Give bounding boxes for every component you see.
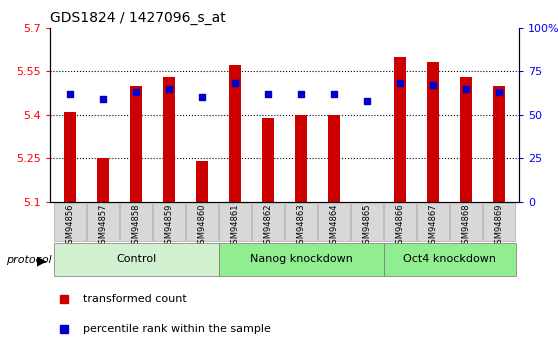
- FancyBboxPatch shape: [120, 203, 152, 241]
- Text: Control: Control: [116, 254, 156, 264]
- Point: [65, 91, 74, 97]
- Point: [230, 81, 239, 86]
- FancyBboxPatch shape: [186, 203, 218, 241]
- Point: [99, 96, 108, 102]
- FancyBboxPatch shape: [54, 243, 219, 276]
- Text: GSM94865: GSM94865: [363, 204, 372, 249]
- FancyBboxPatch shape: [483, 203, 515, 241]
- Text: GSM94868: GSM94868: [461, 204, 470, 249]
- Bar: [64, 112, 76, 202]
- Text: GSM94866: GSM94866: [396, 204, 405, 249]
- Bar: [163, 77, 175, 202]
- Bar: [196, 161, 208, 202]
- Bar: [229, 65, 241, 202]
- FancyBboxPatch shape: [153, 203, 185, 241]
- FancyBboxPatch shape: [318, 203, 350, 241]
- FancyBboxPatch shape: [219, 203, 251, 241]
- Text: protocol: protocol: [6, 256, 51, 265]
- Bar: [427, 62, 439, 202]
- Point: [132, 89, 141, 95]
- Text: GSM94869: GSM94869: [494, 204, 504, 249]
- Point: [495, 89, 504, 95]
- FancyBboxPatch shape: [383, 243, 516, 276]
- FancyBboxPatch shape: [351, 203, 383, 241]
- Text: GSM94862: GSM94862: [263, 204, 272, 249]
- Text: percentile rank within the sample: percentile rank within the sample: [83, 324, 271, 334]
- Text: GDS1824 / 1427096_s_at: GDS1824 / 1427096_s_at: [50, 11, 226, 25]
- FancyBboxPatch shape: [252, 203, 284, 241]
- FancyBboxPatch shape: [384, 203, 416, 241]
- Bar: [328, 115, 340, 202]
- Point: [396, 81, 405, 86]
- Point: [461, 86, 470, 91]
- Point: [198, 95, 206, 100]
- FancyBboxPatch shape: [87, 203, 119, 241]
- Text: GSM94867: GSM94867: [429, 204, 437, 249]
- Text: GSM94861: GSM94861: [230, 204, 239, 249]
- Text: ▶: ▶: [37, 254, 47, 267]
- Text: GSM94863: GSM94863: [297, 204, 306, 249]
- Point: [263, 91, 272, 97]
- Text: transformed count: transformed count: [83, 294, 187, 304]
- FancyBboxPatch shape: [417, 203, 449, 241]
- Text: Oct4 knockdown: Oct4 knockdown: [403, 254, 496, 264]
- Point: [297, 91, 306, 97]
- Bar: [460, 77, 472, 202]
- FancyBboxPatch shape: [450, 203, 482, 241]
- Text: Nanog knockdown: Nanog knockdown: [249, 254, 353, 264]
- Bar: [295, 115, 307, 202]
- Text: GSM94856: GSM94856: [65, 204, 75, 249]
- Bar: [493, 86, 505, 202]
- Text: GSM94858: GSM94858: [132, 204, 141, 249]
- Text: GSM94857: GSM94857: [99, 204, 108, 249]
- Bar: [97, 158, 109, 202]
- Text: GSM94860: GSM94860: [198, 204, 206, 249]
- Text: GSM94859: GSM94859: [165, 204, 174, 249]
- FancyBboxPatch shape: [219, 243, 383, 276]
- Bar: [262, 118, 274, 202]
- Text: GSM94864: GSM94864: [330, 204, 339, 249]
- Point: [429, 82, 437, 88]
- FancyBboxPatch shape: [285, 203, 317, 241]
- Point: [363, 98, 372, 104]
- FancyBboxPatch shape: [54, 203, 86, 241]
- Bar: [130, 86, 142, 202]
- Bar: [395, 57, 406, 202]
- Point: [330, 91, 339, 97]
- Point: [165, 86, 174, 91]
